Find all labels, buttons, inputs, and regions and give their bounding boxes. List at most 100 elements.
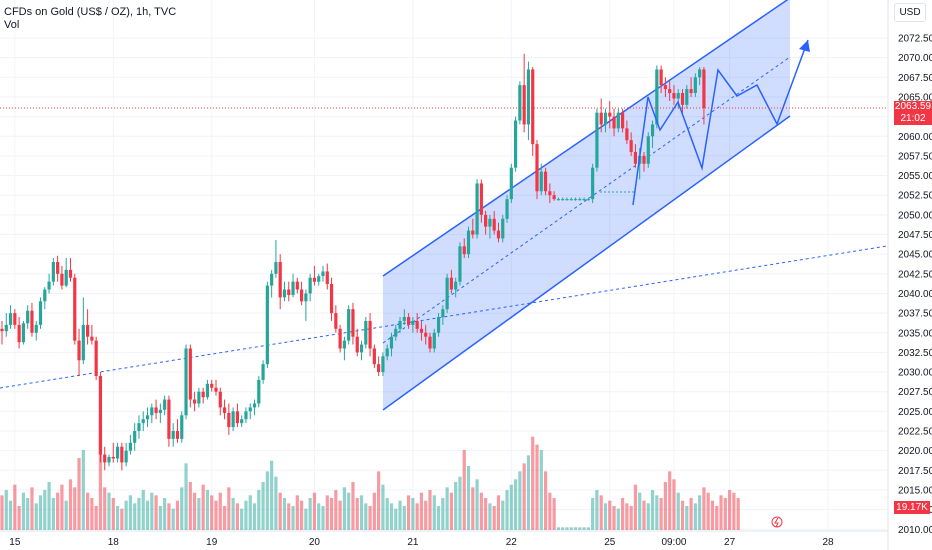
candle-body[interactable] — [621, 112, 625, 129]
candle-body[interactable] — [128, 442, 132, 451]
candle-body[interactable] — [616, 112, 620, 129]
candle-body[interactable] — [381, 356, 385, 373]
candle-body[interactable] — [188, 348, 192, 400]
candle-body[interactable] — [227, 412, 231, 428]
candle-body[interactable] — [368, 320, 372, 349]
candle-body[interactable] — [34, 324, 38, 333]
candle-body[interactable] — [445, 277, 449, 310]
candle-body[interactable] — [98, 375, 103, 455]
candle-body[interactable] — [668, 89, 672, 94]
candle-body[interactable] — [17, 324, 21, 343]
pattern-drawing[interactable] — [632, 39, 809, 206]
candle-body[interactable] — [569, 199, 573, 201]
candle-body[interactable] — [193, 399, 197, 404]
candle-body[interactable] — [295, 281, 299, 290]
candle-body[interactable] — [312, 277, 317, 282]
candle-body[interactable] — [4, 324, 8, 332]
candle-body[interactable] — [167, 399, 171, 439]
candle-body[interactable] — [633, 151, 638, 164]
candle-body[interactable] — [30, 310, 34, 333]
candle-body[interactable] — [56, 262, 60, 274]
candle-body[interactable] — [274, 262, 278, 274]
candle-body[interactable] — [171, 431, 175, 439]
candle-body[interactable] — [218, 391, 222, 408]
flash-icon[interactable] — [771, 516, 783, 528]
candle-body[interactable] — [180, 415, 184, 439]
candle-body[interactable] — [642, 155, 646, 164]
candle-body[interactable] — [428, 336, 432, 349]
candle-body[interactable] — [124, 450, 128, 463]
candle-body[interactable] — [595, 112, 599, 168]
candle-body[interactable] — [603, 112, 608, 125]
candle-body[interactable] — [514, 120, 518, 168]
candle-body[interactable] — [359, 344, 364, 353]
candle-body[interactable] — [145, 415, 150, 420]
candle-body[interactable] — [419, 328, 424, 333]
candle-body[interactable] — [612, 116, 616, 129]
candle-body[interactable] — [586, 199, 590, 201]
candle-body[interactable] — [270, 273, 274, 286]
candle-body[interactable] — [351, 309, 355, 337]
candle-body[interactable] — [21, 323, 25, 343]
candle-body[interactable] — [411, 320, 415, 325]
candle-body[interactable] — [184, 348, 188, 416]
candle-body[interactable] — [77, 340, 81, 361]
candle-body[interactable] — [432, 332, 436, 349]
candle-body[interactable] — [484, 214, 488, 227]
candle-body[interactable] — [689, 89, 693, 94]
channel-lower-line[interactable] — [382, 115, 791, 411]
candle-body[interactable] — [137, 423, 141, 431]
candle-body[interactable] — [685, 89, 689, 105]
candle-body[interactable] — [231, 411, 235, 428]
candle-body[interactable] — [111, 456, 115, 459]
candle-body[interactable] — [261, 364, 265, 380]
candle-body[interactable] — [436, 317, 441, 333]
candle-body[interactable] — [278, 262, 282, 298]
candle-body[interactable] — [13, 313, 17, 325]
candle-body[interactable] — [115, 446, 120, 459]
candle-body[interactable] — [552, 195, 556, 200]
candle-body[interactable] — [655, 69, 659, 125]
projection-arrow-head[interactable] — [799, 40, 810, 52]
candle-body[interactable] — [496, 230, 501, 239]
candle-body[interactable] — [543, 171, 548, 192]
candle-body[interactable] — [64, 269, 68, 286]
candle-body[interactable] — [531, 69, 535, 145]
candle-body[interactable] — [556, 199, 560, 201]
candle-body[interactable] — [454, 281, 458, 290]
candle-body[interactable] — [90, 336, 94, 341]
candle-body[interactable] — [698, 69, 702, 78]
candle-body[interactable] — [0, 328, 4, 332]
candle-body[interactable] — [210, 383, 214, 388]
candle-body[interactable] — [86, 324, 90, 337]
candle-body[interactable] — [561, 199, 565, 201]
candle-body[interactable] — [43, 289, 47, 302]
candle-body[interactable] — [222, 407, 227, 413]
candle-body[interactable] — [676, 93, 680, 99]
candle-body[interactable] — [535, 144, 539, 192]
channel-mid-line[interactable] — [382, 56, 791, 344]
candle-body[interactable] — [492, 218, 496, 231]
candle-body[interactable] — [680, 93, 685, 105]
candle-body[interactable] — [522, 85, 526, 125]
candle-body[interactable] — [163, 399, 167, 410]
candle-body[interactable] — [424, 332, 428, 337]
candle-body[interactable] — [175, 431, 180, 439]
candle-body[interactable] — [205, 383, 210, 398]
candle-body[interactable] — [402, 317, 406, 321]
candle-body[interactable] — [308, 277, 312, 294]
candle-body[interactable] — [372, 348, 376, 365]
candle-body[interactable] — [582, 199, 586, 201]
candle-body[interactable] — [325, 271, 329, 285]
candle-body[interactable] — [94, 340, 98, 376]
candle-body[interactable] — [663, 85, 667, 90]
candle-body[interactable] — [214, 387, 218, 392]
candle-body[interactable] — [441, 309, 445, 318]
candle-body[interactable] — [479, 183, 483, 215]
candle-body[interactable] — [282, 289, 287, 298]
candle-body[interactable] — [304, 293, 308, 302]
candle-body[interactable] — [505, 199, 509, 219]
candle-body[interactable] — [197, 391, 201, 404]
candle-body[interactable] — [608, 112, 612, 117]
candle-body[interactable] — [389, 336, 394, 349]
